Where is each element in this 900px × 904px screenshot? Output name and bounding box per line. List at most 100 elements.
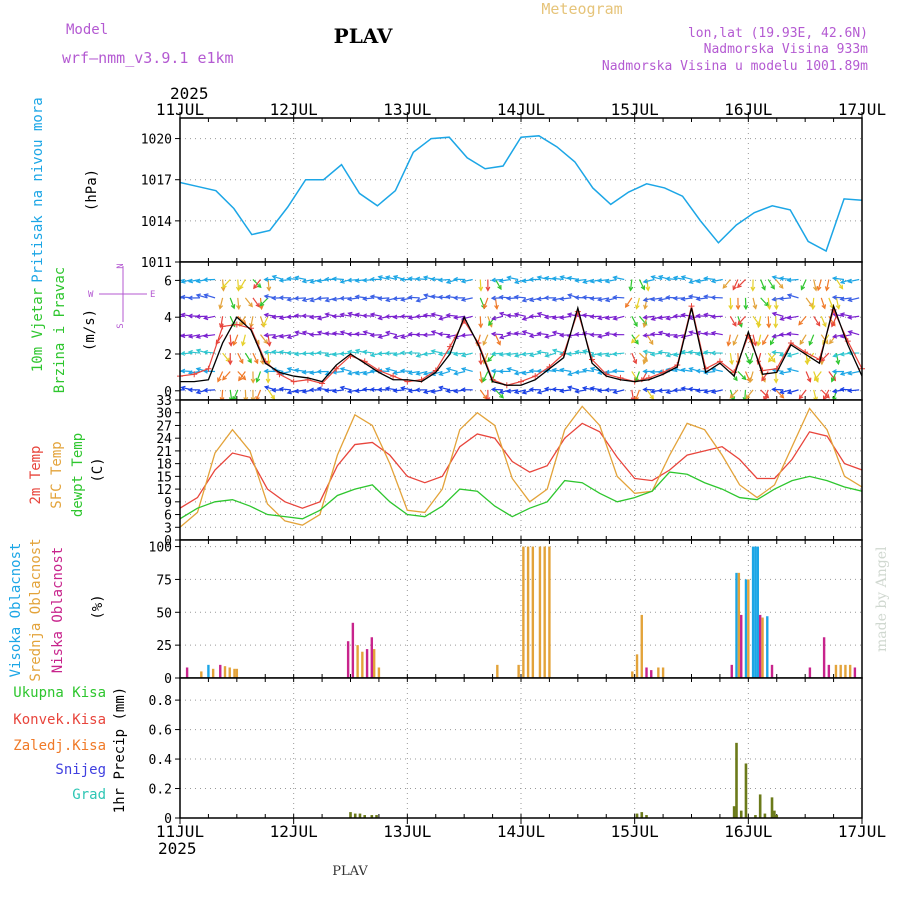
day-label-top: 17JUL — [838, 100, 886, 119]
temp-ylabel-2m: 2m Temp — [28, 445, 44, 504]
day-label-bottom: 13JUL — [383, 822, 431, 841]
day-label-bottom: 12JUL — [270, 822, 318, 841]
cloud-high-bar — [754, 547, 756, 678]
precip-legend-frz: Zaledj.Kisa — [13, 738, 106, 754]
cloud-ylabel-high: Visoka Oblacnost — [8, 543, 24, 678]
cloud-mid-bar — [517, 665, 519, 678]
cloud-mid-bar — [747, 579, 749, 678]
cloud-mid-bar — [548, 547, 550, 678]
station-title: PLAV — [334, 24, 393, 48]
meteogram-title: Meteogram — [541, 0, 622, 18]
cloud-mid-bar — [224, 666, 226, 678]
model-name: wrf–nmm_v3.9.1 e1km — [62, 49, 234, 67]
cloud-mid-bar — [738, 573, 740, 678]
y-tick-label: 1011 — [141, 256, 172, 271]
cloud-low-bar — [366, 649, 368, 678]
precip-bar — [735, 743, 738, 818]
wind-arrowhead — [174, 315, 178, 319]
credit-watermark: made by Angel — [874, 546, 890, 652]
y-tick-label: 0.2 — [149, 783, 172, 798]
cloud-mid-bar — [373, 649, 375, 678]
cloud-low-bar — [828, 665, 830, 678]
wind-unit: (m/s) — [82, 309, 98, 351]
precip-bar — [640, 812, 643, 818]
cloud-unit: (%) — [90, 594, 106, 619]
cloud-mid-bar — [835, 665, 837, 678]
cloud-mid-bar — [631, 671, 633, 678]
y-tick-label: 25 — [156, 639, 172, 654]
y-tick-label: 0.6 — [149, 724, 172, 739]
cloud-low-bar — [352, 623, 354, 678]
y-tick-label: 100 — [149, 541, 172, 556]
precip-bar — [745, 763, 748, 818]
precip-legend-snow: Snijeg — [55, 762, 106, 778]
panel-background — [180, 118, 862, 262]
cloud-mid-bar — [636, 654, 638, 678]
cloud-mid-bar — [844, 665, 846, 678]
precip-legend-graupel: Grad — [72, 787, 106, 803]
y-tick-label: 1017 — [141, 174, 172, 189]
day-label-top: 12JUL — [270, 100, 318, 119]
cloud-mid-bar — [657, 667, 659, 678]
precip-unit: 1hr Precip (mm) — [112, 687, 128, 813]
cloud-low-bar — [347, 641, 349, 678]
cloud-mid-bar — [522, 547, 524, 678]
temp-ylabel-dew: dewpt Temp — [70, 433, 86, 517]
cloud-mid-bar — [839, 665, 841, 678]
cloud-low-bar — [731, 665, 733, 678]
cloud-mid-bar — [356, 645, 358, 678]
year-bottom: 2025 — [158, 839, 197, 858]
compass-south: S — [116, 323, 126, 328]
y-tick-label: 4 — [164, 311, 172, 326]
day-label-top: 15JUL — [611, 100, 659, 119]
cloud-mid-bar — [539, 547, 541, 678]
pressure-panel: 1011 1014 1017 1020 — [141, 118, 862, 271]
compass-icon: N W E S — [88, 263, 155, 328]
compass-west: W — [88, 290, 94, 300]
cloud-low-bar — [740, 615, 742, 678]
cloud-high-bar — [735, 573, 737, 678]
cloud-mid-bar — [543, 547, 545, 678]
compass-east: E — [150, 290, 155, 300]
cloud-low-bar — [219, 665, 221, 678]
precip-bar — [773, 811, 776, 818]
model-altitude-label: Nadmorska Visina u modelu 1001.89m — [602, 59, 868, 74]
pressure-unit: (hPa) — [84, 169, 100, 211]
wind-ylabel-2: Brzina i Pravac — [52, 267, 68, 393]
altitude-label: Nadmorska Visina 933m — [704, 42, 869, 57]
cloud-high-bar — [745, 579, 747, 678]
cloud-low-bar — [759, 615, 761, 678]
precip-panel: 00.20.40.60.8 — [149, 678, 862, 827]
y-tick-label: 0.4 — [149, 753, 173, 768]
lonlat-label: lon,lat (19.93E, 42.6N) — [688, 26, 868, 41]
y-tick-label: 6 — [164, 274, 172, 289]
cloud-mid-bar — [641, 615, 643, 678]
wind-arrowhead — [174, 334, 178, 338]
cloud-low-bar — [650, 670, 652, 678]
cloud-low-bar — [854, 667, 856, 678]
temp-ylabel-sfc: SFC Temp — [49, 441, 65, 508]
day-label-bottom: 17JUL — [838, 822, 886, 841]
cloud-mid-bar — [662, 667, 664, 678]
day-label-bottom: 14JUL — [497, 822, 545, 841]
precip-bar — [740, 811, 743, 818]
wind-arrowhead — [174, 353, 178, 357]
cloud-high-bar — [207, 665, 209, 678]
y-tick-label: 1014 — [141, 215, 172, 230]
cloud-mid-bar — [229, 667, 231, 678]
bottom-station: PLAV — [332, 864, 368, 879]
temp-unit: (C) — [90, 457, 106, 482]
wind-arrowhead — [174, 369, 178, 373]
cloud-low-bar — [809, 667, 811, 678]
cloud-mid-bar — [532, 547, 534, 678]
precip-legend-total: Ukupna Kisa — [13, 685, 106, 701]
wind-arrowhead — [174, 296, 178, 300]
y-tick-label: 1020 — [141, 133, 172, 148]
day-label-bottom: 16JUL — [724, 822, 772, 841]
cloud-mid-bar — [378, 667, 380, 678]
cloud-mid-bar — [212, 669, 214, 678]
cloud-high-bar — [752, 547, 754, 678]
precip-legend-conv: Konvek.Kisa — [13, 712, 106, 728]
cloud-mid-bar — [761, 618, 763, 678]
